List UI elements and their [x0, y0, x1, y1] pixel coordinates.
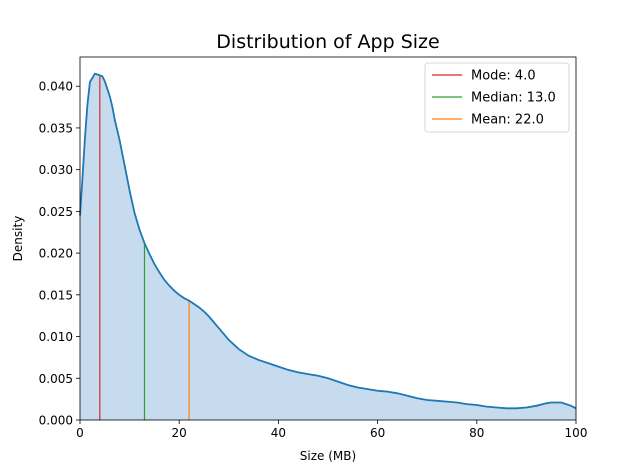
- density-curve: [79, 72, 577, 410]
- legend-label-mean: Mean: 22.0: [471, 113, 544, 128]
- x-tick-label: 80: [469, 426, 484, 440]
- x-tick-label: 40: [271, 426, 286, 440]
- y-tick-label: 0.000: [39, 414, 73, 428]
- y-tick-label: 0.040: [39, 80, 73, 94]
- y-tick-label: 0.035: [39, 121, 73, 135]
- plot-frame: [79, 56, 577, 421]
- x-axis-label: Size (MB): [300, 449, 356, 463]
- x-tick-label: 20: [172, 426, 187, 440]
- x-axis: 0 20 40 60 80 100: [76, 420, 587, 440]
- legend-label-mode: Mode: 4.0: [471, 69, 536, 84]
- y-axis: 0.000 0.005 0.010 0.015 0.020 0.025 0.030 0.035…: [39, 80, 80, 428]
- y-tick-label: 0.030: [39, 163, 73, 177]
- y-tick-label: 0.020: [39, 247, 73, 261]
- y-tick-label: 0.005: [39, 372, 73, 386]
- density-area-fill: [80, 73, 576, 420]
- legend: Mode: 4.0 Median: 13.0 Mean: 22.0: [424, 62, 570, 133]
- reference-lines: [99, 75, 190, 420]
- y-tick-label: 0.010: [39, 330, 73, 344]
- y-tick-label: 0.025: [39, 205, 73, 219]
- x-tick-label: 100: [565, 426, 588, 440]
- chart-title: Distribution of App Size: [216, 31, 439, 53]
- y-axis-label: Density: [11, 216, 25, 262]
- y-tick-label: 0.015: [39, 288, 73, 302]
- legend-label-median: Median: 13.0: [471, 91, 556, 106]
- x-tick-label: 0: [76, 426, 84, 440]
- legend-frame: [424, 62, 570, 133]
- plot-area: [79, 56, 577, 421]
- x-tick-label: 60: [370, 426, 385, 440]
